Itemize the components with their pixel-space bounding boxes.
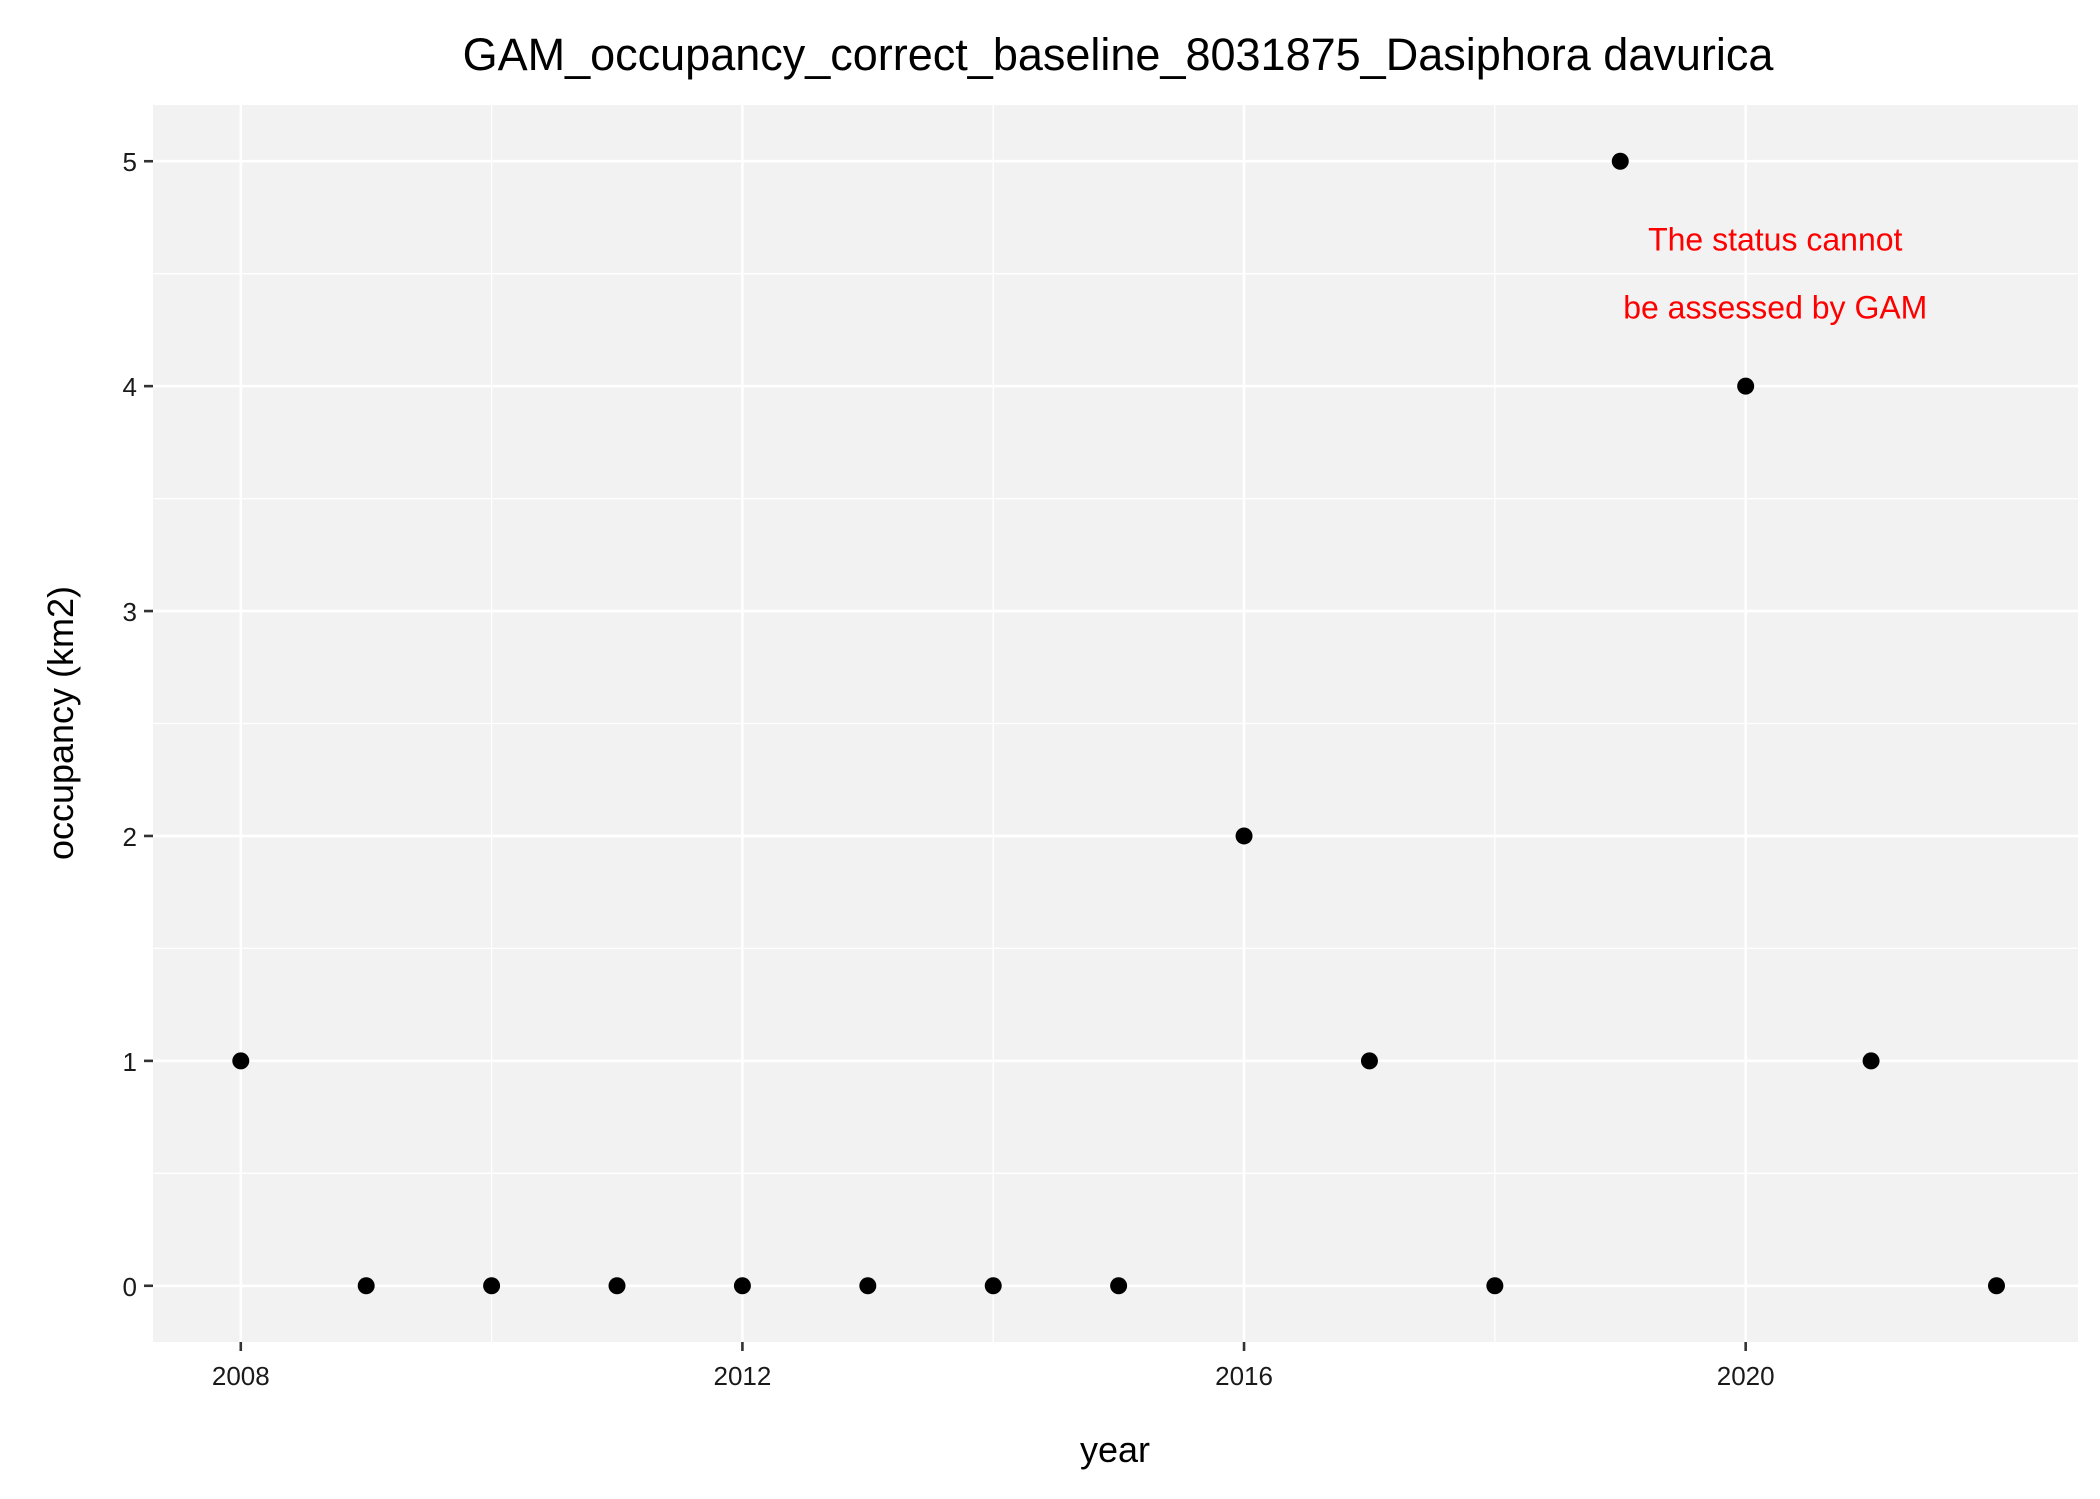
data-point [1862, 1052, 1880, 1070]
data-point [1987, 1277, 2005, 1295]
data-point [1737, 377, 1755, 395]
x-tick-label: 2008 [212, 1361, 270, 1391]
y-tick-label: 4 [123, 372, 137, 402]
data-point [232, 1052, 250, 1070]
y-tick-label: 0 [123, 1272, 137, 1302]
data-point [608, 1277, 626, 1295]
data-point [1486, 1277, 1504, 1295]
data-point [483, 1277, 501, 1295]
annotation-line: The status cannot [1648, 222, 1902, 258]
x-axis-title: year [1080, 1429, 1150, 1470]
x-tick-label: 2016 [1215, 1361, 1273, 1391]
x-tick-label: 2012 [713, 1361, 771, 1391]
annotation-line: be assessed by GAM [1623, 290, 1927, 326]
data-point [984, 1277, 1002, 1295]
y-tick-label: 5 [123, 147, 137, 177]
data-point [1235, 827, 1253, 845]
data-point [859, 1277, 877, 1295]
x-axis: 2008 2012 2016 2020 [212, 1342, 1775, 1391]
chart-title: GAM_occupancy_correct_baseline_8031875_D… [463, 29, 1775, 80]
y-axis-title: occupancy (km2) [40, 586, 81, 860]
data-point [733, 1277, 751, 1295]
y-axis: 0 1 2 3 4 5 [123, 147, 153, 1302]
y-tick-label: 2 [123, 822, 137, 852]
x-tick-label: 2020 [1717, 1361, 1775, 1391]
data-point [1110, 1277, 1128, 1295]
data-point [1611, 152, 1629, 170]
data-point [357, 1277, 375, 1295]
annotation: The status cannot be assessed by GAM [1623, 222, 1927, 326]
y-tick-label: 1 [123, 1047, 137, 1077]
grid-major [153, 105, 2078, 1342]
data-points [232, 152, 2005, 1295]
y-tick-label: 3 [123, 597, 137, 627]
grid-minor [153, 105, 2078, 1342]
data-point [1360, 1052, 1378, 1070]
